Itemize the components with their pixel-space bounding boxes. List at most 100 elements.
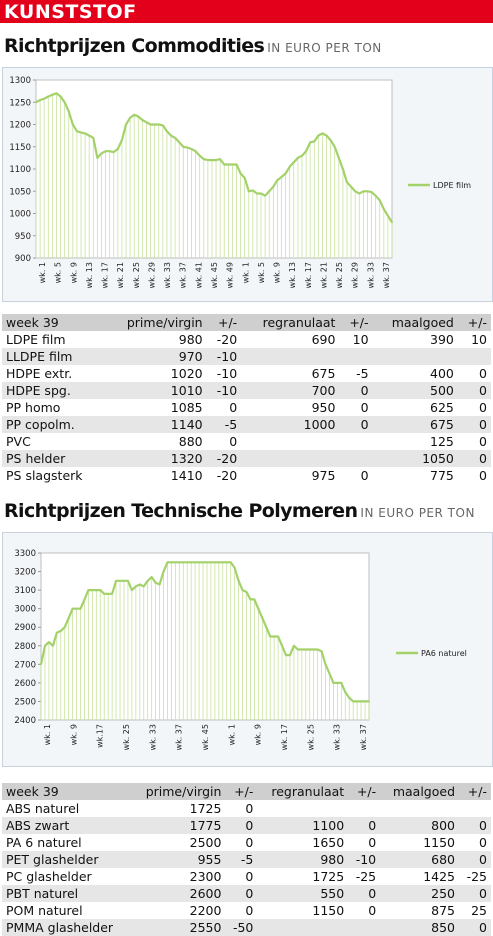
data-point bbox=[245, 591, 248, 593]
data-point bbox=[257, 607, 260, 610]
table-cell bbox=[339, 348, 373, 365]
data-point bbox=[374, 194, 377, 197]
table-row: PMMA glashelder 2550 -50 850 0 bbox=[2, 919, 491, 936]
table-cell: 1775 bbox=[131, 817, 226, 834]
data-point bbox=[153, 123, 156, 126]
data-point bbox=[328, 672, 331, 675]
table-row: PA 6 naturel 2500 0 1650 0 1150 0 bbox=[2, 834, 491, 851]
table-cell: 0 bbox=[457, 382, 491, 399]
table-cell: 1020 bbox=[170, 366, 203, 381]
table-cell: 0 bbox=[479, 835, 487, 850]
table-cell: 980 bbox=[178, 332, 203, 347]
table-cell: -20 bbox=[216, 468, 238, 483]
row-label: PP homo bbox=[6, 400, 61, 415]
technical-title: Richtprijzen Technische Polymeren IN EURO… bbox=[4, 500, 475, 522]
row-label: ABS zwart bbox=[2, 817, 132, 834]
x-tick-label: wk.17 bbox=[96, 724, 105, 748]
data-point bbox=[107, 592, 110, 595]
x-tick-label: wk. 9 bbox=[273, 262, 282, 283]
data-point bbox=[71, 123, 74, 126]
table-cell: 400 bbox=[430, 366, 454, 381]
commodities-table: week 39 prime/virgin +/- regranulaat +/- maal… bbox=[2, 314, 491, 484]
row-label: POM naturel bbox=[6, 903, 83, 918]
data-point bbox=[362, 190, 365, 193]
data-point bbox=[329, 139, 332, 141]
commodities-title-text: Richtprijzen Commodities bbox=[4, 35, 265, 57]
table-cell: 880 bbox=[178, 434, 203, 449]
y-tick-label: 1200 bbox=[9, 121, 31, 131]
table-row: HDPE extr. 1020 -10 675 -5 400 0 bbox=[2, 365, 491, 382]
y-tick-label: 2900 bbox=[14, 623, 36, 633]
data-point bbox=[76, 130, 78, 133]
table-cell bbox=[459, 800, 491, 817]
data-point bbox=[186, 146, 189, 149]
data-point bbox=[223, 163, 226, 166]
data-point bbox=[352, 700, 355, 703]
data-point bbox=[378, 199, 381, 202]
y-tick-label: 2800 bbox=[14, 642, 36, 652]
data-point bbox=[51, 93, 54, 96]
table-cell: -20 bbox=[216, 332, 238, 347]
data-point bbox=[360, 700, 362, 703]
data-point bbox=[308, 648, 311, 651]
data-point bbox=[231, 163, 234, 166]
row-label: PET glashelder bbox=[2, 851, 132, 868]
data-point bbox=[285, 654, 287, 656]
table-cell bbox=[348, 800, 380, 817]
data-point bbox=[51, 644, 54, 647]
x-tick-label: wk. 37 bbox=[359, 724, 368, 750]
column-header: +/- bbox=[225, 783, 258, 800]
table-cell: 0 bbox=[368, 903, 377, 918]
x-tick-label: wk. 9 bbox=[69, 262, 78, 283]
data-point bbox=[133, 113, 136, 116]
y-tick-label: 1100 bbox=[9, 165, 31, 175]
data-point bbox=[63, 626, 66, 629]
data-point bbox=[235, 163, 238, 166]
table-cell: 955 bbox=[131, 851, 226, 868]
row-label: HDPE spg. bbox=[2, 382, 105, 399]
data-point bbox=[161, 124, 164, 127]
table-cell: -50 bbox=[225, 919, 258, 936]
section-banner: KUNSTSTOF bbox=[0, 0, 493, 23]
data-point bbox=[264, 194, 267, 197]
data-point bbox=[300, 648, 303, 651]
y-tick-label: 2700 bbox=[14, 660, 36, 670]
table-cell: 980 bbox=[257, 851, 349, 868]
data-point bbox=[96, 156, 99, 159]
data-point bbox=[206, 159, 209, 161]
data-point bbox=[202, 561, 204, 564]
table-cell: 970 bbox=[104, 348, 207, 365]
table-cell: 1100 bbox=[257, 817, 349, 834]
data-point bbox=[272, 185, 275, 188]
data-point bbox=[48, 641, 50, 643]
data-point bbox=[237, 579, 240, 582]
data-point bbox=[202, 158, 205, 161]
data-point bbox=[305, 150, 307, 153]
x-tick-label: wk. 1 bbox=[227, 724, 236, 745]
x-tick-label: wk. 33 bbox=[163, 262, 172, 288]
x-tick-label: wk. 13 bbox=[85, 262, 94, 288]
table-cell: 1320 bbox=[104, 450, 207, 467]
data-point bbox=[256, 192, 258, 195]
data-point bbox=[312, 648, 315, 651]
data-point bbox=[289, 654, 291, 656]
data-point bbox=[251, 189, 254, 192]
table-cell: 2550 bbox=[131, 919, 226, 936]
y-tick-label: 1300 bbox=[9, 76, 31, 86]
x-tick-label: wk. 13 bbox=[288, 262, 297, 288]
data-point bbox=[55, 631, 58, 634]
data-point bbox=[170, 561, 173, 564]
data-point bbox=[55, 92, 58, 95]
table-cell: 2600 bbox=[131, 885, 226, 902]
x-tick-label: wk. 33 bbox=[366, 262, 375, 288]
data-point bbox=[84, 132, 87, 135]
y-tick-label: 1150 bbox=[9, 143, 31, 153]
data-point bbox=[241, 589, 244, 592]
x-tick-label: wk. 5 bbox=[257, 262, 266, 283]
row-label: PS helder bbox=[2, 450, 105, 467]
table-row: PS slagsterk 1410 -20 975 0 775 0 bbox=[2, 467, 491, 484]
table-cell: 0 bbox=[479, 468, 487, 483]
data-point bbox=[206, 561, 208, 564]
data-point bbox=[346, 181, 348, 184]
x-tick-label: wk. 17 bbox=[101, 262, 110, 288]
